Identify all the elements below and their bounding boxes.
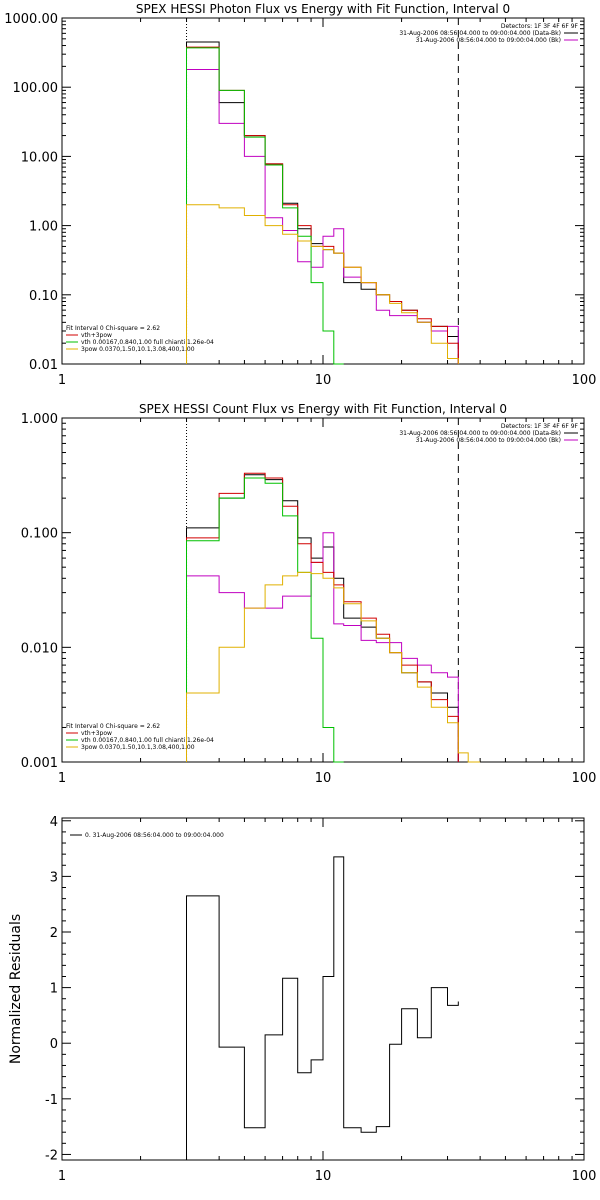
fit-info-header: Fit Interval 0 Chi-square = 2.62 — [66, 723, 160, 730]
series-line-3 — [186, 47, 344, 365]
x-tick-label: 1 — [58, 771, 66, 786]
fit-info-entry: vth 0.00167,0.840,1.00 full chianti 1.26… — [81, 339, 214, 346]
series-line-2 — [186, 472, 459, 762]
y-tick-label: 0.100 — [21, 527, 58, 542]
y-tick-label: -1 — [45, 1093, 58, 1108]
x-tick-label: 10 — [315, 771, 332, 786]
chart-title: SPEX HESSI Photon Flux vs Energy with Fi… — [136, 2, 510, 16]
fit-info-entry: 3pow 0.0370,1.50,10.1,3.08,400,1.00 — [81, 744, 195, 751]
y-tick-label: 100.00 — [13, 81, 59, 96]
fit-info-entry: vth+3pow — [81, 730, 112, 737]
fit-info-entry: 3pow 0.0370,1.50,10.1,3.08,400,1.00 — [81, 346, 195, 353]
x-tick-label: 1 — [58, 1169, 66, 1184]
x-tick-label: 10 — [315, 1169, 332, 1184]
legend-entry: 31-Aug-2006 08:56:04.000 to 09:00:04.000… — [416, 37, 561, 44]
legend-entry: 0. 31-Aug-2006 08:56:04.000 to 09:00:04.… — [85, 832, 224, 839]
series-line-3 — [186, 477, 344, 763]
y-tick-label: 0.001 — [21, 756, 58, 771]
x-tick-label: 10 — [315, 373, 332, 388]
legend-header: Detectors: 1F 3F 4F 6F 9F — [501, 423, 579, 430]
series-line-0 — [186, 856, 459, 1160]
fit-info-entry: vth 0.00167,0.840,1.00 full chianti 1.26… — [81, 737, 214, 744]
y-tick-label: 1.000 — [21, 412, 58, 427]
chart-title: SPEX HESSI Count Flux vs Energy with Fit… — [139, 402, 507, 416]
legend-entry: 31-Aug-2006 08:56:04.000 to 09:00:04.000… — [399, 430, 561, 437]
y-tick-label: 4 — [50, 815, 58, 830]
y-axis-label: Normalized Residuals — [8, 914, 24, 1064]
x-tick-label: 100 — [572, 373, 597, 388]
y-tick-label: 2 — [50, 926, 58, 941]
x-tick-label: 1 — [58, 373, 66, 388]
y-tick-label: 0 — [50, 1037, 58, 1052]
legend-entry: 31-Aug-2006 08:56:04.000 to 09:00:04.000… — [416, 437, 561, 444]
series-line-0 — [186, 474, 459, 762]
x-tick-label: 100 — [572, 771, 597, 786]
y-tick-label: -2 — [45, 1148, 58, 1163]
fit-info-entry: vth+3pow — [81, 332, 112, 339]
y-tick-label: 1 — [50, 982, 58, 997]
y-tick-label: 1000.00 — [4, 12, 58, 27]
y-tick-label: 1.00 — [29, 220, 58, 235]
x-tick-label: 100 — [572, 1169, 597, 1184]
y-tick-label: 0.01 — [29, 358, 58, 373]
fit-info-header: Fit Interval 0 Chi-square = 2.62 — [66, 325, 160, 332]
legend-header: Detectors: 1F 3F 4F 6F 9F — [501, 23, 579, 30]
y-tick-label: 3 — [50, 870, 58, 885]
series-line-4 — [186, 204, 459, 364]
legend-entry: 31-Aug-2006 08:56:04.000 to 09:00:04.000… — [399, 30, 561, 37]
series-line-4 — [186, 571, 481, 763]
y-tick-label: 0.10 — [29, 289, 58, 304]
y-tick-label: 0.010 — [21, 641, 58, 656]
y-tick-label: 10.00 — [21, 150, 58, 165]
